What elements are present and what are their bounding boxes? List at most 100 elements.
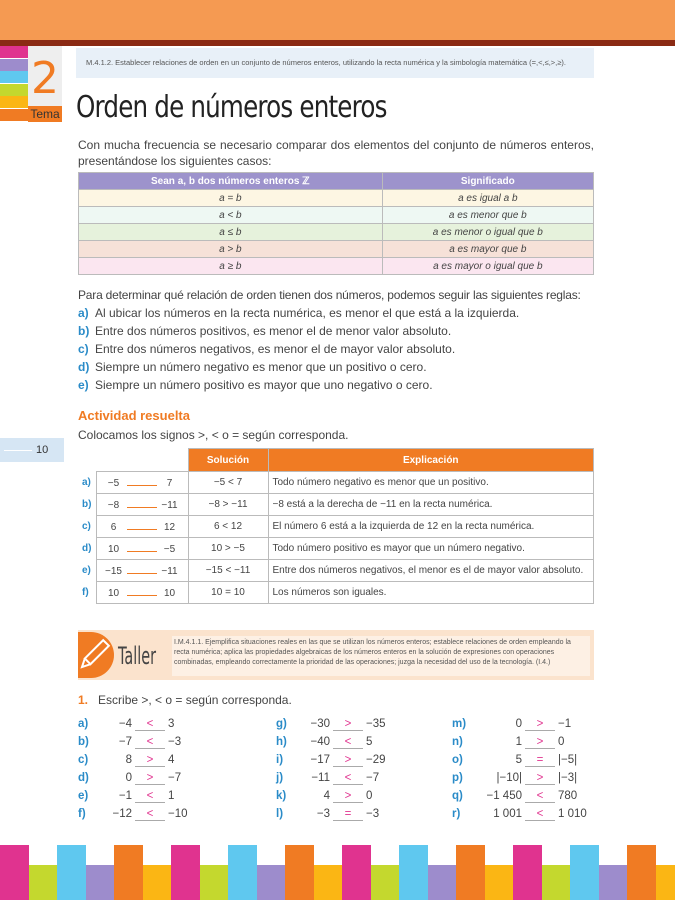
answer-blank[interactable]: >: [333, 790, 363, 803]
item-letter: g): [276, 718, 287, 730]
table-cell: a es igual a b: [381, 189, 595, 207]
color-stripe: [114, 845, 143, 900]
right-number: 5: [366, 736, 373, 748]
rule-letter: d): [78, 360, 90, 374]
right-number: −35: [366, 718, 386, 730]
left-number: 10: [107, 543, 120, 555]
table-cell: a ≥ b: [78, 257, 383, 275]
color-stripe: [370, 865, 400, 900]
rule-text: Entre dos números positivos, es menor el…: [95, 324, 452, 338]
item-letter: p): [452, 772, 463, 784]
solution-cell: 10 > −5: [187, 537, 269, 560]
solution-cell: 6 < 12: [187, 515, 269, 538]
exercise-item: f) −12 < −10: [78, 808, 188, 821]
left-number: −1 450: [486, 790, 523, 802]
table-header: Explicación: [267, 448, 594, 472]
row-letter: f): [82, 587, 89, 598]
table-cell: a es mayor o igual que b: [381, 257, 595, 275]
table-cell: a > b: [78, 240, 383, 258]
table-header: Significado: [381, 172, 595, 190]
answer-blank[interactable]: >: [135, 772, 165, 785]
item-letter: h): [276, 736, 287, 748]
right-number: −11: [161, 499, 178, 511]
right-number: 10: [163, 587, 176, 599]
exercise-item: l) −3 = −3: [276, 808, 379, 821]
answer-blank[interactable]: <: [135, 790, 165, 803]
answer-blank[interactable]: >: [525, 718, 555, 731]
left-number: 6: [110, 521, 117, 533]
answer-blank[interactable]: <: [525, 808, 555, 821]
page-title: Orden de números enteros: [76, 90, 387, 125]
right-number: −7: [366, 772, 380, 784]
topic-label: Tema: [28, 106, 62, 122]
exercise-heading: 1. Escribe >, < o = según corresponda.: [78, 693, 292, 707]
row-letter: c): [82, 521, 91, 532]
answer-blank[interactable]: <: [135, 736, 165, 749]
color-stripe: [456, 845, 485, 900]
right-number: 0: [558, 736, 565, 748]
color-stripe: [342, 845, 371, 900]
answer-blank[interactable]: <: [525, 790, 555, 803]
left-number: −5: [107, 477, 120, 489]
left-number: |−10|: [496, 772, 522, 784]
color-stripe: [285, 845, 314, 900]
color-stripe: [313, 865, 343, 900]
answer-blank[interactable]: >: [525, 736, 555, 749]
explanation-cell: Todo número negativo es menor que un pos…: [267, 471, 594, 494]
color-stripe: [28, 865, 58, 900]
activity-instruction: Colocamos los signos >, < o = según corr…: [78, 428, 349, 442]
exercise-item: q) −1 450 <780: [452, 790, 577, 803]
right-number: −3: [366, 808, 380, 820]
right-number: −5: [163, 543, 176, 555]
answer-blank[interactable]: =: [525, 754, 555, 767]
exercise-item: r) 1 001 <1 010: [452, 808, 587, 821]
order-relations-table: Sean a, b dos números enteros ℤ Significa…: [78, 172, 595, 275]
taller-indicator: I.M.4.1.1. Ejemplifica situaciones reale…: [172, 636, 590, 676]
exercise-item: h) −40 <5: [276, 736, 372, 749]
left-number: −8: [107, 499, 120, 511]
right-number: −10: [168, 808, 188, 820]
answer-blank[interactable]: >: [135, 754, 165, 767]
color-stripe: [85, 865, 115, 900]
answer-blank[interactable]: <: [333, 736, 363, 749]
left-number: −17: [310, 754, 330, 766]
activity-table: Solución Explicación a) −5 7 −5 < 7 Todo núme…: [78, 448, 594, 604]
table-header: Solución: [187, 448, 269, 472]
answer-blank[interactable]: <: [135, 808, 165, 821]
answer-blank[interactable]: =: [333, 808, 363, 821]
exercise-item: o) 5 = |−5|: [452, 754, 577, 767]
intro-paragraph: Con mucha frecuencia se necesario compar…: [78, 138, 594, 168]
color-stripe: [199, 865, 229, 900]
item-letter: k): [276, 790, 287, 802]
right-number: −29: [366, 754, 386, 766]
answer-blank[interactable]: >: [525, 772, 555, 785]
left-number: 1 001: [493, 808, 522, 820]
answer-blank[interactable]: <: [135, 718, 165, 731]
table-cell: a ≤ b: [78, 223, 383, 241]
exercise-item: e) −1 <1: [78, 790, 174, 803]
right-number: 780: [558, 790, 578, 802]
left-number: −30: [310, 718, 330, 730]
color-stripe: [541, 865, 571, 900]
answer-blank[interactable]: >: [333, 754, 363, 767]
item-letter: i): [276, 754, 284, 766]
solution-cell: −8 > −11: [187, 493, 269, 516]
color-stripe: [655, 865, 675, 900]
answer-blank[interactable]: >: [333, 718, 363, 731]
right-number: |−5|: [558, 754, 578, 766]
activity-title: Actividad resuelta: [78, 408, 190, 423]
right-number: −1: [558, 718, 572, 730]
right-number: −3: [168, 736, 182, 748]
left-number: −1: [118, 790, 132, 802]
rule-item: e) Siempre un número positivo es mayor qu…: [78, 376, 594, 394]
row-letter: a): [82, 477, 91, 488]
rules-list: Para determinar qué relación de orden ti…: [78, 286, 594, 394]
answer-blank[interactable]: <: [333, 772, 363, 785]
exercise-instruction: Escribe >, < o = según corresponda.: [98, 693, 292, 707]
color-stripe: [627, 845, 656, 900]
item-letter: m): [452, 718, 467, 730]
